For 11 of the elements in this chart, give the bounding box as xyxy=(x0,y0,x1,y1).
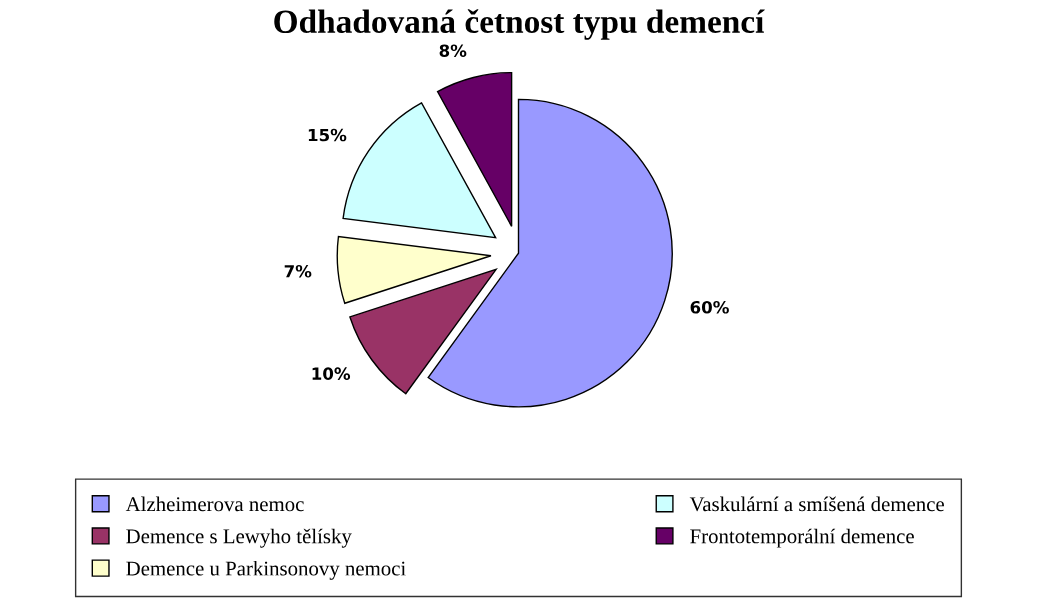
data-label: 7% xyxy=(284,264,312,278)
legend-label: Alzheimerova nemoc xyxy=(125,496,304,512)
legend-label: Demence u Parkinsonovy nemoci xyxy=(126,560,406,580)
chart-title: Odhadovaná četnost typu demencí xyxy=(274,9,765,40)
legend-label: Vaskulární a smíšená demence xyxy=(689,496,944,512)
data-label: 60% xyxy=(690,300,729,314)
legend-label: Demence s Lewyho tělísky xyxy=(126,528,352,548)
data-label: 8% xyxy=(439,44,467,57)
data-label: 15% xyxy=(308,128,347,142)
data-label: 10% xyxy=(312,367,351,380)
legend-label: Frontotemporální demence xyxy=(690,528,914,548)
